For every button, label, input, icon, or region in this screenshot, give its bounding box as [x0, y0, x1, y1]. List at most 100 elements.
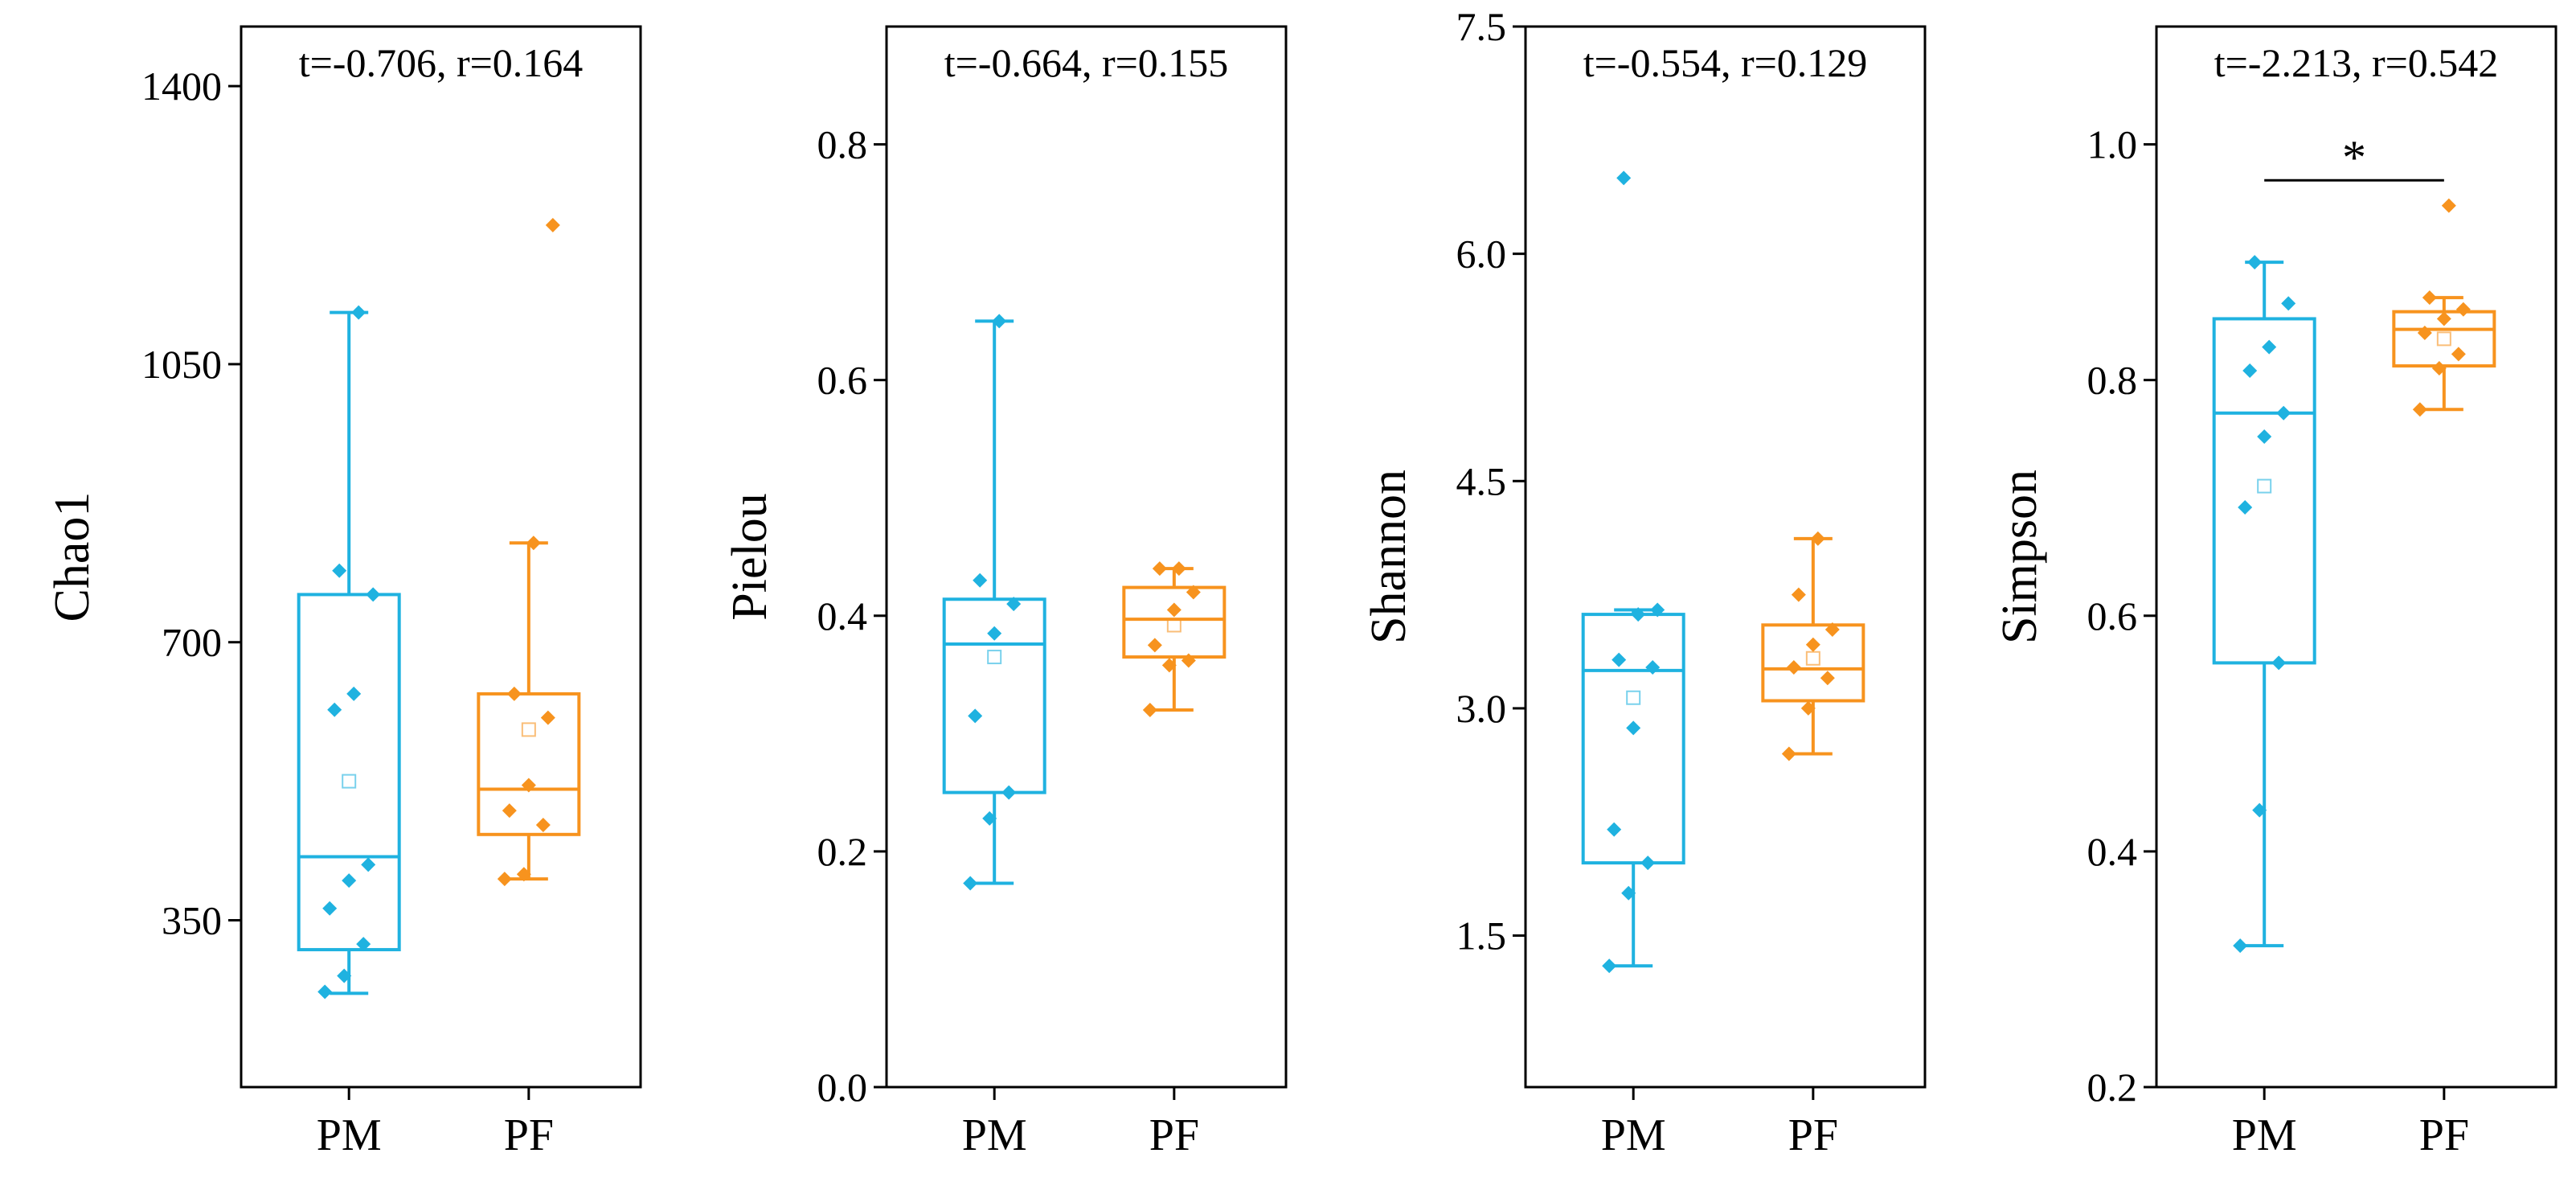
- data-point: [502, 803, 517, 819]
- y-tick-label: 0.8: [2087, 358, 2138, 403]
- stat-annotation: t=-2.213, r=0.542: [2214, 40, 2499, 85]
- data-point: [526, 536, 541, 551]
- data-point: [1142, 703, 1157, 718]
- y-tick-label: 4.5: [1456, 458, 1507, 503]
- x-category-label: PM: [1601, 1110, 1666, 1160]
- data-point: [1800, 700, 1816, 716]
- data-point: [987, 626, 1002, 641]
- mean-marker: [1166, 618, 1182, 633]
- data-point: [2422, 290, 2437, 306]
- box-pf: PF: [477, 218, 581, 1160]
- data-point: [366, 587, 381, 602]
- data-point: [1626, 720, 1641, 736]
- y-tick-label: 350: [162, 898, 222, 943]
- data-point: [2276, 405, 2291, 421]
- x-category-label: PM: [962, 1110, 1027, 1160]
- data-point: [351, 305, 367, 320]
- stat-annotation: t=-0.706, r=0.164: [299, 40, 584, 85]
- data-point: [506, 686, 522, 701]
- data-point: [2247, 255, 2263, 270]
- data-point: [342, 873, 357, 888]
- data-point: [1640, 856, 1656, 871]
- data-point: [540, 710, 555, 725]
- y-tick-label: 0.4: [2087, 829, 2138, 874]
- y-axis-label: Chao1: [45, 492, 100, 622]
- data-point: [1820, 671, 1835, 686]
- y-tick-label: 1.0: [2087, 122, 2138, 167]
- data-point: [317, 984, 333, 999]
- box-pf: PF: [1761, 531, 1865, 1160]
- iqr-box: [1761, 623, 1865, 703]
- data-point: [2451, 347, 2466, 362]
- mean-marker: [521, 722, 536, 737]
- data-point: [1006, 597, 1022, 612]
- data-point: [2412, 402, 2427, 417]
- x-category-label: PF: [2419, 1110, 2469, 1160]
- x-category-label: PM: [2232, 1110, 2297, 1160]
- iqr-box: [1581, 613, 1685, 865]
- mean-marker: [1626, 690, 1641, 705]
- y-tick-label: 0.2: [2087, 1065, 2138, 1110]
- data-point: [1824, 622, 1840, 637]
- data-point: [322, 901, 338, 916]
- panel-simpson: 0.2 0.4 0.6 0.8 1.0 Simpson t=-2.213, r=0.542 P…: [1992, 25, 2558, 1160]
- data-point: [982, 811, 997, 826]
- data-point: [337, 968, 352, 983]
- x-category-label: PM: [317, 1110, 382, 1160]
- data-point: [1791, 587, 1806, 602]
- box-pm: PM: [1581, 170, 1685, 1160]
- data-point: [356, 937, 371, 952]
- data-point: [545, 218, 560, 233]
- panel-pielou: 0.0 0.2 0.4 0.6 0.8 Pielou t=-0.664, r=0.155 PM…: [723, 25, 1288, 1160]
- stat-annotation: t=-0.664, r=0.155: [944, 40, 1229, 85]
- data-point: [1631, 607, 1646, 622]
- data-point: [535, 817, 551, 832]
- data-point: [1612, 652, 1627, 667]
- data-point: [1147, 638, 1162, 653]
- data-point: [963, 876, 978, 891]
- iqr-box: [297, 593, 401, 952]
- y-tick-label: 3.0: [1456, 686, 1507, 731]
- y-tick-label: 1050: [141, 342, 222, 387]
- y-tick-label: 0.4: [817, 593, 868, 638]
- x-category-label: PF: [1149, 1110, 1199, 1160]
- plot-frame: [2155, 25, 2558, 1089]
- data-point: [1650, 602, 1665, 618]
- box-pm: PM: [942, 314, 1046, 1160]
- box-pm: PM: [2212, 255, 2316, 1160]
- mean-marker: [2257, 478, 2272, 494]
- data-point: [2417, 326, 2432, 341]
- data-point: [361, 857, 376, 872]
- data-point: [1166, 602, 1182, 618]
- data-point: [2271, 655, 2287, 671]
- data-point: [521, 778, 536, 793]
- data-point: [2441, 198, 2456, 213]
- data-point: [1621, 885, 1636, 901]
- y-axis-label: Pielou: [723, 493, 777, 620]
- data-point: [1805, 637, 1820, 652]
- data-point: [497, 872, 512, 887]
- y-axis-label: Shannon: [1362, 470, 1416, 644]
- y-tick-label: 0.6: [2087, 593, 2138, 638]
- y-axis-label: Simpson: [1992, 470, 2047, 644]
- data-point: [346, 686, 362, 701]
- data-point: [1001, 785, 1017, 800]
- data-point: [2238, 499, 2253, 515]
- iqr-box: [2212, 317, 2316, 665]
- iqr-box: [1122, 585, 1227, 659]
- data-point: [992, 314, 1007, 329]
- data-point: [2431, 361, 2447, 376]
- data-point: [1645, 660, 1661, 675]
- data-point: [2257, 429, 2272, 445]
- data-point: [2233, 938, 2248, 954]
- y-tick-label: 700: [162, 620, 222, 665]
- data-point: [1171, 561, 1186, 577]
- data-point: [1786, 660, 1801, 675]
- data-point: [2281, 296, 2296, 311]
- plot-frame: [240, 25, 642, 1089]
- data-point: [332, 563, 347, 578]
- data-point: [2242, 363, 2258, 378]
- panel-shannon: 1.5 3.0 4.5 6.0 7.5 Shannon t=-0.554, r=0.129 P…: [1362, 4, 1927, 1160]
- data-point: [2436, 311, 2451, 326]
